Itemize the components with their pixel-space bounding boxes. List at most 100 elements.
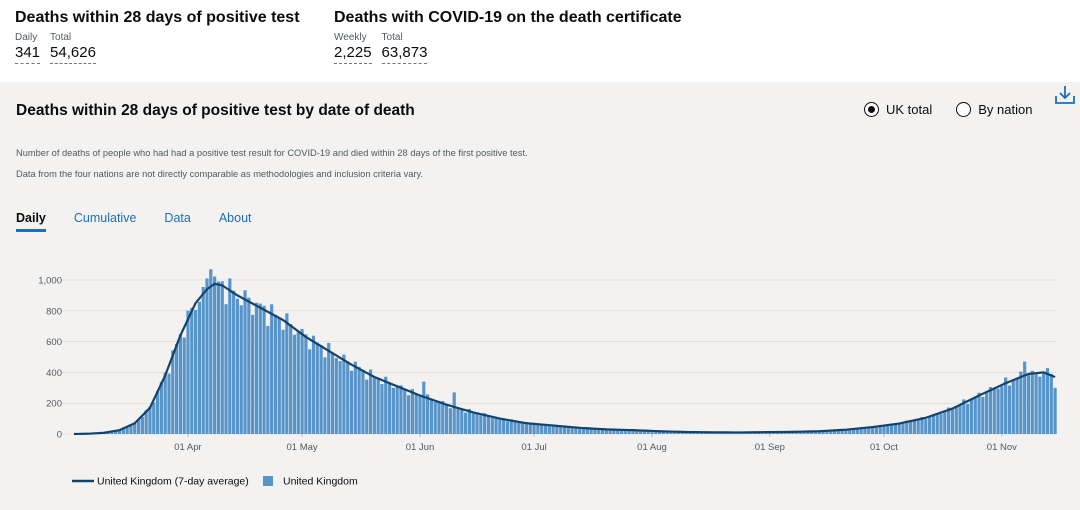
- bar: [1000, 386, 1004, 434]
- bar: [886, 425, 890, 434]
- bar: [353, 361, 357, 434]
- radio-by-nation[interactable]: By nation: [956, 102, 1032, 117]
- bar: [874, 426, 878, 434]
- bar: [209, 269, 213, 434]
- bar: [437, 403, 441, 434]
- metric-value[interactable]: 341: [15, 44, 41, 64]
- area-radio-group: UK total By nation: [864, 102, 1032, 117]
- bar: [825, 431, 829, 434]
- bar: [1049, 373, 1053, 434]
- bar: [133, 422, 137, 434]
- bar: [927, 416, 932, 434]
- metric-daily: Daily 341: [15, 32, 41, 64]
- bar: [376, 379, 380, 434]
- bar: [973, 396, 977, 434]
- bar: [349, 370, 354, 434]
- bar: [673, 431, 677, 434]
- bar: [657, 431, 662, 434]
- bar: [806, 431, 810, 434]
- metric-label: Total: [381, 32, 403, 43]
- tab-cumulative[interactable]: Cumulative: [73, 211, 137, 225]
- bar: [908, 421, 913, 434]
- bar: [155, 391, 160, 434]
- bar: [182, 337, 186, 434]
- bar: [277, 318, 281, 434]
- bar: [410, 389, 414, 434]
- bar: [992, 388, 996, 434]
- bar: [247, 297, 251, 434]
- radio-label: UK total: [886, 102, 933, 117]
- bar: [433, 402, 437, 434]
- y-tick-label: 600: [46, 337, 62, 348]
- bar: [243, 290, 247, 434]
- metric-value[interactable]: 63,873: [381, 44, 428, 64]
- bar: [414, 393, 418, 434]
- bar: [251, 314, 255, 434]
- bar: [574, 427, 578, 434]
- bar: [346, 361, 350, 434]
- bar: [494, 417, 498, 434]
- bar: [296, 332, 300, 434]
- chart-card: Deaths within 28 days of positive test b…: [0, 82, 1080, 510]
- bar: [273, 314, 278, 434]
- bar: [224, 304, 228, 434]
- metric-value[interactable]: 2,225: [334, 44, 372, 64]
- radio-uk-total[interactable]: UK total: [864, 102, 932, 117]
- bar: [1026, 374, 1031, 434]
- bar: [638, 430, 643, 434]
- bar: [171, 350, 175, 434]
- bar: [566, 426, 570, 434]
- bar: [570, 427, 574, 434]
- bar: [532, 424, 536, 434]
- bar: [190, 307, 194, 434]
- bar: [125, 427, 129, 434]
- tab-daily[interactable]: Daily: [16, 211, 46, 232]
- bar: [1045, 368, 1050, 434]
- tab-about[interactable]: About: [218, 211, 252, 225]
- radio-checked-icon[interactable]: [864, 102, 879, 117]
- bar: [536, 424, 540, 434]
- bar: [425, 394, 430, 434]
- bar: [178, 334, 182, 434]
- y-tick-label: 1,000: [38, 276, 62, 287]
- bar: [817, 431, 821, 434]
- bar: [524, 422, 529, 434]
- bar: [220, 281, 224, 434]
- bar: [205, 278, 209, 434]
- bar: [787, 431, 791, 434]
- bar: [517, 421, 521, 434]
- bar: [422, 381, 426, 434]
- bar: [167, 373, 171, 434]
- download-icon[interactable]: [1054, 84, 1076, 106]
- bar: [334, 358, 338, 434]
- bar: [600, 429, 605, 434]
- bar: [387, 383, 392, 434]
- legend-label: United Kingdom: [283, 476, 358, 488]
- bar: [962, 399, 966, 434]
- metric-label: Daily: [15, 32, 38, 43]
- bar: [646, 431, 650, 434]
- bar: [905, 420, 909, 434]
- bar: [342, 354, 346, 434]
- deaths-chart: 0 200 400 600 800 1,000 01 Apr 01 May 01 Jun 01 J…: [38, 269, 1057, 488]
- bar: [368, 369, 373, 434]
- bar: [581, 427, 586, 434]
- tab-data[interactable]: Data: [164, 211, 191, 225]
- bar: [612, 429, 616, 434]
- bar: [380, 384, 384, 434]
- bar: [311, 335, 316, 434]
- bar: [1042, 373, 1046, 434]
- metric-value[interactable]: 54,626: [50, 44, 96, 64]
- bar: [878, 425, 882, 434]
- bar: [665, 431, 669, 434]
- bar: [406, 395, 411, 434]
- radio-unchecked-icon[interactable]: [956, 102, 972, 117]
- bar: [391, 387, 395, 434]
- bar: [365, 379, 369, 434]
- bar: [559, 426, 563, 434]
- bar: [642, 430, 646, 434]
- y-tick-label: 200: [46, 399, 62, 410]
- bar: [152, 402, 156, 434]
- bar: [509, 419, 513, 434]
- bar: [654, 431, 658, 434]
